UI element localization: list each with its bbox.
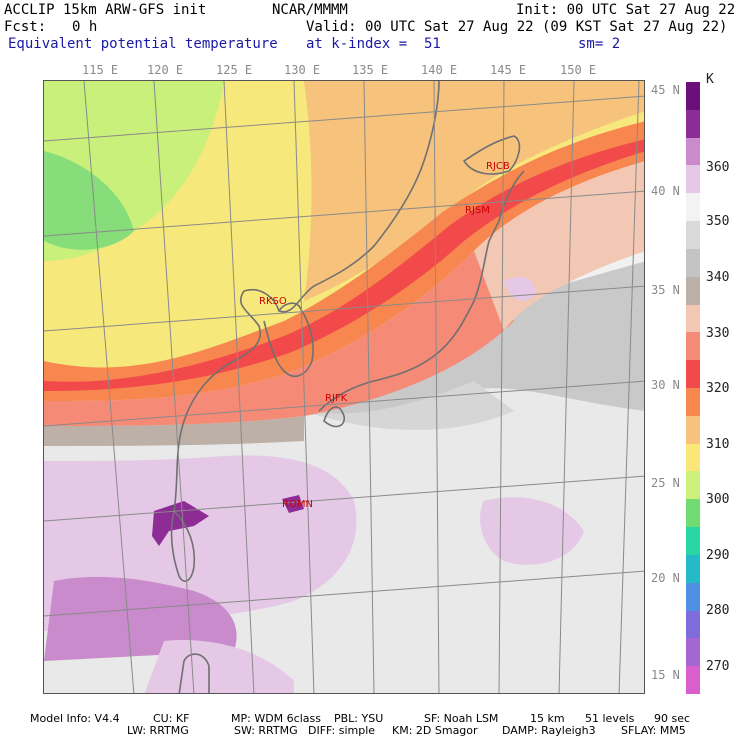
- field-title: Equivalent potential temperature: [8, 36, 278, 52]
- colorbar: [686, 82, 700, 695]
- footer-diff: DIFF: simple: [308, 724, 376, 737]
- colorbar-swatch: [686, 276, 700, 306]
- station-label-rjsm: RJSM: [465, 205, 490, 216]
- colorbar-swatch: [686, 527, 700, 556]
- station-label-romn: ROMN: [282, 499, 313, 510]
- lon-label: 125 E: [216, 63, 253, 77]
- valid-time: Valid: 00 UTC Sat 27 Aug 22 (09 KST Sat …: [306, 19, 728, 35]
- init-time: Init: 00 UTC Sat 27 Aug 22: [516, 2, 736, 18]
- footer-lw: LW: RRTMG: [127, 724, 189, 737]
- colorbar-swatch: [686, 388, 700, 417]
- lon-label: 120 E: [147, 63, 184, 77]
- colorbar-swatch: [686, 443, 700, 472]
- footer-timestep: 90 sec: [654, 712, 691, 725]
- colorbar-swatch: [686, 221, 700, 250]
- colorbar-label: 280: [706, 603, 730, 618]
- colorbar-swatch: [686, 471, 700, 500]
- lat-label: 25 N: [651, 476, 680, 490]
- footer-sw: SW: RRTMG: [234, 724, 298, 737]
- lat-label: 15 N: [651, 668, 680, 682]
- footer-sf: SF: Noah LSM: [424, 712, 499, 725]
- colorbar-swatch: [686, 137, 700, 166]
- smoothing-label: sm= 2: [578, 36, 621, 52]
- colorbar-label: 310: [706, 437, 730, 452]
- lon-label: 130 E: [284, 63, 321, 77]
- colorbar-label: 350: [706, 214, 730, 229]
- lat-label: 20 N: [651, 571, 680, 585]
- forecast-hour: 0 h: [72, 19, 98, 35]
- lon-label: 140 E: [421, 63, 458, 77]
- colorbar-swatch: [686, 610, 700, 639]
- level-label: at k-index = 51: [306, 36, 441, 52]
- lat-label: 30 N: [651, 378, 680, 392]
- footer-pbl: PBL: YSU: [334, 712, 384, 725]
- footer-resolution: 15 km: [530, 712, 565, 725]
- colorbar-swatch: [686, 193, 700, 222]
- colorbar-swatch: [686, 82, 700, 111]
- lon-label: 145 E: [490, 63, 527, 77]
- colorbar-unit: K: [706, 72, 714, 87]
- equivalent-potential-temperature-field: [44, 81, 644, 693]
- model-title: ACCLIP 15km ARW-GFS init: [4, 2, 207, 18]
- colorbar-swatch: [686, 332, 700, 361]
- colorbar-label: 320: [706, 381, 730, 396]
- colorbar-label: 360: [706, 160, 730, 175]
- colorbar-swatch: [686, 165, 700, 194]
- colorbar-label: 270: [706, 659, 730, 674]
- colorbar-label: 300: [706, 492, 730, 507]
- center-label: NCAR/MMMM: [272, 2, 348, 18]
- colorbar-swatch: [686, 109, 700, 139]
- colorbar-swatch: [686, 666, 700, 695]
- colorbar-swatch: [686, 248, 700, 278]
- footer-sflay: SFLAY: MM5: [621, 724, 686, 737]
- lon-label: 150 E: [560, 63, 597, 77]
- footer-cu: CU: KF: [153, 712, 190, 725]
- footer-model-info: Model Info: V4.4: [30, 712, 120, 725]
- lat-label: 35 N: [651, 283, 680, 297]
- station-label-rjcb: RJCB: [486, 161, 510, 172]
- lat-label: 45 N: [651, 83, 680, 97]
- colorbar-swatch: [686, 499, 700, 528]
- map-panel[interactable]: [43, 80, 645, 694]
- colorbar-swatch: [686, 304, 700, 333]
- station-label-rjfk: RJFK: [325, 393, 348, 404]
- colorbar-swatch: [686, 360, 700, 389]
- colorbar-swatch: [686, 638, 700, 667]
- forecast-label: Fcst:: [4, 19, 47, 35]
- footer-damp: DAMP: Rayleigh3: [502, 724, 596, 737]
- station-label-rkso: RKSO: [259, 296, 287, 307]
- colorbar-swatch: [686, 554, 700, 584]
- colorbar-label: 330: [706, 326, 730, 341]
- colorbar-label: 340: [706, 270, 730, 285]
- lon-label: 135 E: [352, 63, 389, 77]
- colorbar-swatch: [686, 582, 700, 612]
- footer-km: KM: 2D Smagor: [392, 724, 478, 737]
- lat-label: 40 N: [651, 184, 680, 198]
- footer-levels: 51 levels: [585, 712, 635, 725]
- colorbar-label: 290: [706, 548, 730, 563]
- colorbar-swatch: [686, 415, 700, 445]
- footer-mp: MP: WDM 6class: [231, 712, 321, 725]
- lon-label: 115 E: [82, 63, 119, 77]
